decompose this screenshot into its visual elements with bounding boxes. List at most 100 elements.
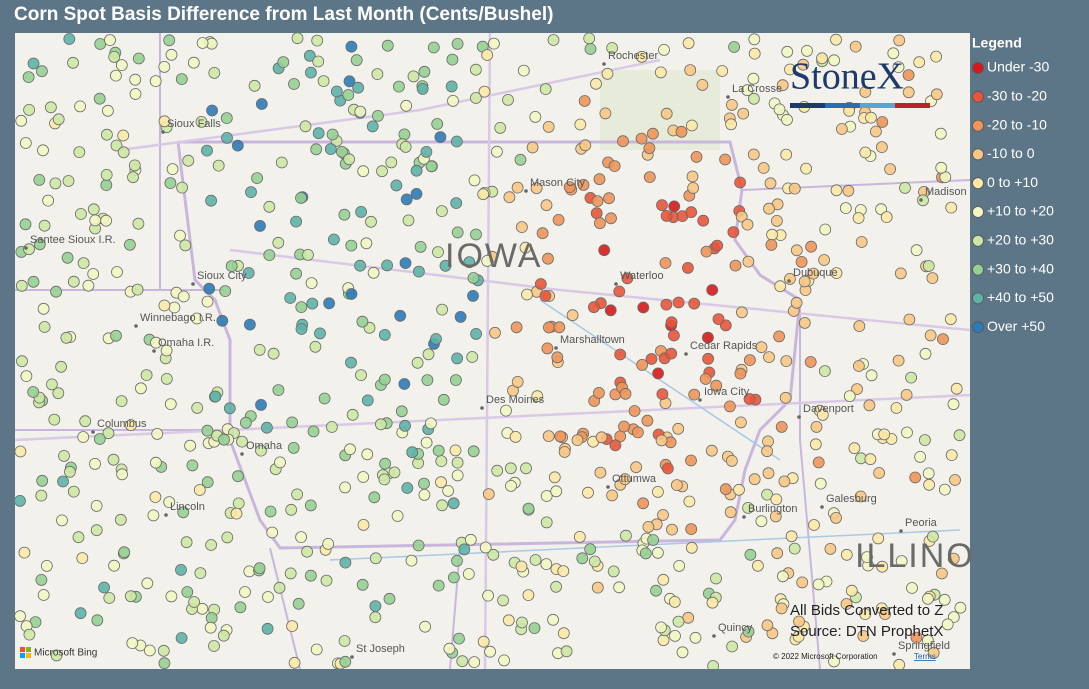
bid-point — [863, 399, 876, 412]
bid-point — [830, 512, 842, 524]
city-marker — [742, 515, 746, 519]
bid-point — [100, 179, 113, 192]
bid-point — [591, 195, 604, 208]
bid-point — [163, 496, 176, 509]
bid-point — [74, 100, 86, 113]
bid-point — [61, 251, 74, 264]
bid-point — [62, 175, 75, 187]
bid-point — [454, 310, 467, 323]
bid-point — [547, 34, 560, 46]
bid-point — [344, 443, 356, 456]
bid-point — [498, 654, 511, 667]
bid-point — [132, 217, 145, 230]
bid-point — [369, 611, 382, 624]
bid-point — [388, 466, 401, 479]
bid-point — [50, 649, 63, 662]
city-label: Waterloo — [620, 270, 664, 282]
bid-point — [110, 69, 122, 82]
bid-point — [410, 187, 423, 200]
bid-point — [927, 647, 940, 659]
city-label: Rochester — [608, 50, 658, 62]
bid-point — [843, 390, 856, 403]
terms-link[interactable]: Terms — [914, 652, 936, 661]
bid-point — [129, 88, 142, 100]
bid-point — [642, 521, 655, 533]
bid-point — [652, 485, 664, 498]
bid-point — [515, 560, 528, 573]
bid-point — [217, 629, 230, 642]
city-marker — [134, 324, 138, 328]
city-marker — [698, 398, 702, 402]
bid-point — [325, 421, 338, 433]
bid-point — [131, 283, 144, 296]
bid-point — [765, 238, 778, 251]
city-marker — [726, 95, 730, 99]
bid-point — [166, 163, 179, 176]
bid-point — [110, 329, 122, 342]
bid-point — [840, 598, 853, 610]
bid-point — [954, 601, 967, 614]
bid-point — [160, 344, 173, 357]
bid-point — [401, 482, 414, 494]
bid-point — [318, 392, 331, 405]
city-label: Marshalltown — [560, 334, 625, 346]
city-marker — [24, 246, 28, 250]
bid-point — [895, 555, 908, 567]
city-label: Peoria — [905, 517, 938, 529]
bid-point — [778, 475, 791, 488]
bid-point — [406, 446, 419, 459]
bid-point — [689, 631, 702, 644]
bid-point — [757, 162, 770, 174]
bid-point — [652, 546, 664, 559]
logo: StoneX — [790, 56, 930, 108]
city-label: Sioux City — [197, 270, 247, 282]
bid-point — [132, 52, 145, 65]
bid-point — [735, 416, 747, 429]
bid-point — [436, 499, 449, 512]
legend-label: -10 to 0 — [987, 145, 1035, 161]
bid-point — [540, 490, 553, 502]
city-label: Mason City — [530, 177, 586, 189]
bid-point — [771, 547, 784, 560]
bid-point — [618, 420, 630, 433]
bid-point — [446, 53, 459, 66]
bid-point — [90, 499, 103, 512]
bid-point — [369, 552, 382, 565]
bid-point — [75, 208, 87, 220]
bid-point — [56, 514, 68, 527]
bid-point — [726, 454, 738, 467]
bid-point — [196, 37, 209, 49]
bid-point — [477, 635, 490, 648]
bid-point — [399, 257, 412, 270]
bid-point — [451, 456, 464, 469]
bid-point — [725, 118, 737, 131]
bid-point — [287, 441, 300, 454]
bid-point — [836, 123, 848, 135]
bid-point — [816, 52, 828, 65]
bid-point — [464, 533, 477, 546]
bid-point — [273, 581, 286, 594]
bid-point — [175, 564, 187, 576]
bid-point — [79, 415, 92, 428]
bid-point — [77, 431, 90, 443]
bid-point — [94, 38, 107, 50]
bid-point — [582, 486, 594, 499]
bid-point — [451, 554, 463, 567]
bid-point — [243, 565, 256, 578]
bid-point — [67, 485, 80, 498]
bid-point — [164, 177, 177, 190]
legend-label: +10 to +20 — [987, 203, 1054, 219]
bid-point — [528, 622, 541, 634]
bid-point — [291, 33, 304, 45]
bid-point — [919, 434, 931, 447]
bid-point — [903, 313, 916, 326]
bid-point — [126, 637, 139, 649]
bid-point — [339, 556, 352, 569]
bid-point — [223, 402, 236, 415]
bid-point — [761, 619, 774, 632]
bid-point — [517, 64, 530, 77]
bid-point — [243, 318, 256, 331]
bid-point — [579, 139, 592, 152]
bid-point — [668, 200, 681, 213]
bid-point — [550, 485, 563, 498]
